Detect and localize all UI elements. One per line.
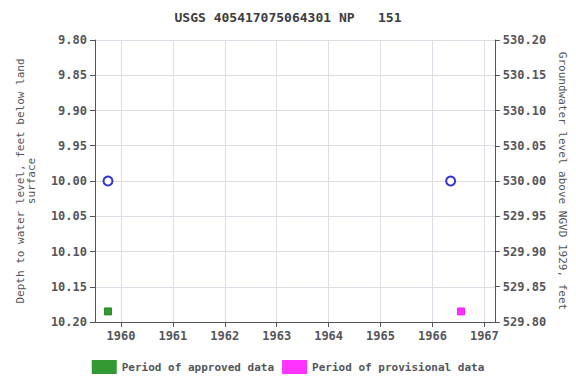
svg-text:surface: surface — [25, 158, 38, 204]
svg-text:1962: 1962 — [210, 329, 239, 343]
svg-text:530.20: 530.20 — [503, 33, 546, 47]
svg-text:1967: 1967 — [470, 329, 499, 343]
svg-text:529.80: 529.80 — [503, 315, 546, 329]
svg-text:529.85: 529.85 — [503, 280, 546, 294]
svg-text:529.90: 529.90 — [503, 245, 546, 259]
svg-text:10.00: 10.00 — [51, 174, 87, 188]
svg-text:10.05: 10.05 — [51, 209, 87, 223]
svg-text:529.95: 529.95 — [503, 209, 546, 223]
svg-text:530.00: 530.00 — [503, 174, 546, 188]
svg-text:1964: 1964 — [314, 329, 343, 343]
svg-text:9.95: 9.95 — [58, 139, 87, 153]
svg-text:530.15: 530.15 — [503, 68, 546, 82]
svg-text:530.05: 530.05 — [503, 139, 546, 153]
svg-text:10.10: 10.10 — [51, 245, 87, 259]
svg-text:Depth to water level, feet bel: Depth to water level, feet below land — [14, 58, 27, 304]
svg-text:Groundwater level above NGVD 1: Groundwater level above NGVD 1929, feet — [556, 52, 569, 310]
svg-text:1963: 1963 — [262, 329, 291, 343]
svg-text:1965: 1965 — [366, 329, 395, 343]
svg-text:1961: 1961 — [158, 329, 187, 343]
svg-text:10.20: 10.20 — [51, 315, 87, 329]
svg-text:10.15: 10.15 — [51, 280, 87, 294]
svg-text:1966: 1966 — [418, 329, 447, 343]
svg-text:Period of provisional data: Period of provisional data — [312, 361, 484, 374]
svg-text:9.85: 9.85 — [58, 68, 87, 82]
svg-text:USGS 405417075064301 NP 151: USGS 405417075064301 NP 151 — [175, 10, 402, 25]
svg-text:1960: 1960 — [107, 329, 136, 343]
svg-text:9.90: 9.90 — [58, 104, 87, 118]
svg-text:530.10: 530.10 — [503, 104, 546, 118]
svg-text:9.80: 9.80 — [58, 33, 87, 47]
svg-text:Period of approved data: Period of approved data — [122, 361, 274, 374]
